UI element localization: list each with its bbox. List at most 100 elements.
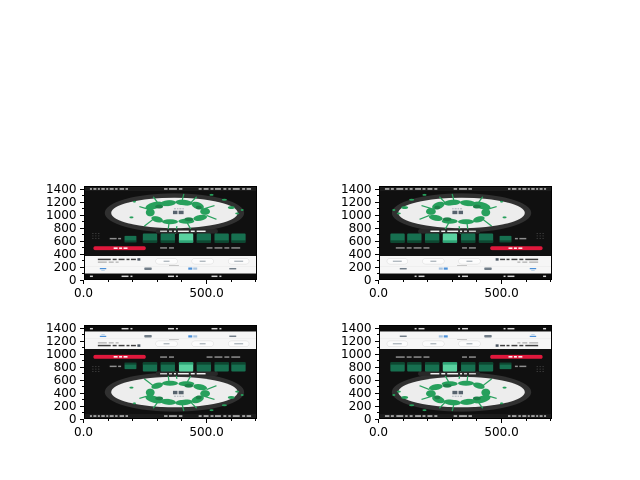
- tile[interactable]: [160, 233, 175, 243]
- nav-icon-apps[interactable]: [438, 335, 448, 338]
- x-minor-tick: [230, 280, 232, 282]
- x-tick: [206, 419, 208, 423]
- x-minor-tick: [427, 419, 429, 421]
- pill-button[interactable]: [421, 340, 444, 347]
- y-minor-tick: [81, 373, 84, 375]
- pill-button[interactable]: [421, 258, 444, 265]
- pill-button[interactable]: [227, 258, 249, 265]
- tile[interactable]: [389, 233, 405, 243]
- tile[interactable]: [230, 233, 246, 243]
- tile-highlighted[interactable]: [442, 233, 457, 243]
- game-screenshot-image: [84, 187, 256, 279]
- tile[interactable]: [460, 362, 475, 372]
- status-bar: [84, 414, 256, 418]
- drag-handle[interactable]: [168, 265, 179, 266]
- x-tick: [83, 419, 84, 423]
- x-minor-tick: [132, 419, 134, 421]
- nav-icon-more[interactable]: [228, 267, 236, 270]
- x-minor-tick: [156, 419, 158, 421]
- tile-row[interactable]: [124, 362, 246, 372]
- pill-button[interactable]: [457, 340, 481, 347]
- y-tick-label: 400: [348, 386, 372, 401]
- y-minor-tick: [81, 334, 84, 336]
- tile[interactable]: [160, 362, 175, 372]
- y-tick-label: 1000: [45, 347, 77, 362]
- tile-highlighted[interactable]: [442, 362, 457, 372]
- drag-handle[interactable]: [168, 339, 179, 340]
- x-minor-tick: [181, 280, 183, 282]
- tile[interactable]: [196, 362, 211, 372]
- action-button[interactable]: [92, 246, 146, 251]
- nav-icon-home[interactable]: [529, 334, 536, 338]
- nav-icon-home[interactable]: [99, 267, 106, 271]
- tile[interactable]: [142, 233, 157, 243]
- x-minor-tick: [255, 419, 257, 421]
- pill-button[interactable]: [386, 258, 408, 265]
- nav-icon-more[interactable]: [228, 335, 236, 338]
- action-row-text-center: [461, 247, 476, 249]
- tile-small[interactable]: [124, 235, 136, 243]
- pill-button[interactable]: [191, 340, 214, 347]
- action-button[interactable]: [489, 246, 543, 251]
- drag-handle[interactable]: [456, 265, 467, 266]
- x-minor-tick: [402, 419, 404, 421]
- tile[interactable]: [230, 362, 246, 372]
- nav-icon-home[interactable]: [99, 334, 106, 338]
- nav-icon-tools[interactable]: [483, 267, 492, 270]
- pill-button[interactable]: [191, 258, 214, 265]
- tile-row[interactable]: [124, 233, 246, 243]
- tile[interactable]: [213, 362, 229, 372]
- nav-icon-home[interactable]: [529, 267, 536, 271]
- status-bar-text: [384, 415, 546, 417]
- tile[interactable]: [424, 233, 439, 243]
- tile[interactable]: [142, 362, 157, 372]
- y-minor-tick: [81, 195, 84, 197]
- nav-icon-apps[interactable]: [438, 267, 448, 270]
- y-minor-tick: [81, 399, 84, 401]
- nav-icon-more[interactable]: [399, 335, 407, 338]
- tile[interactable]: [460, 233, 475, 243]
- tile[interactable]: [478, 233, 493, 243]
- pill-button[interactable]: [457, 258, 481, 265]
- nav-icon-apps[interactable]: [187, 335, 197, 338]
- y-minor-tick: [81, 234, 84, 236]
- tile-highlighted[interactable]: [178, 362, 193, 372]
- pill-button[interactable]: [154, 340, 178, 347]
- drag-handle[interactable]: [456, 339, 467, 340]
- y-tick-label: 800: [348, 360, 372, 375]
- tile[interactable]: [478, 362, 493, 372]
- action-button[interactable]: [489, 354, 543, 359]
- tile[interactable]: [406, 233, 422, 243]
- nav-icon-tools[interactable]: [143, 335, 152, 338]
- tile[interactable]: [213, 233, 229, 243]
- y-minor-tick: [376, 412, 379, 414]
- bottom-bar-text: [89, 275, 221, 278]
- y-tick-label: 0: [68, 273, 77, 287]
- nav-icon-tools[interactable]: [143, 267, 152, 270]
- y-tick-label: 200: [53, 260, 77, 275]
- nav-icon-more[interactable]: [399, 267, 407, 270]
- dots-grid-icon[interactable]: [91, 233, 99, 239]
- dots-grid-icon[interactable]: [91, 366, 99, 372]
- pill-button[interactable]: [386, 340, 408, 347]
- nav-icon-apps[interactable]: [187, 267, 197, 270]
- pill-button[interactable]: [154, 258, 178, 265]
- info-text-line2: [97, 261, 119, 263]
- action-button[interactable]: [92, 354, 146, 359]
- pill-button[interactable]: [227, 340, 249, 347]
- tile-small[interactable]: [499, 362, 511, 370]
- tile[interactable]: [389, 362, 405, 372]
- nav-icon-tools[interactable]: [483, 335, 492, 338]
- tile-highlighted[interactable]: [178, 233, 193, 243]
- y-tick: [79, 214, 84, 216]
- tile[interactable]: [406, 362, 422, 372]
- tile-row[interactable]: [389, 233, 511, 243]
- y-tick: [374, 366, 379, 368]
- bottom-bar: [379, 326, 551, 332]
- y-minor-tick: [376, 360, 379, 362]
- tile[interactable]: [424, 362, 439, 372]
- tile-small[interactable]: [499, 235, 511, 243]
- tile-row[interactable]: [389, 362, 511, 372]
- tile[interactable]: [196, 233, 211, 243]
- tile-small[interactable]: [124, 362, 136, 370]
